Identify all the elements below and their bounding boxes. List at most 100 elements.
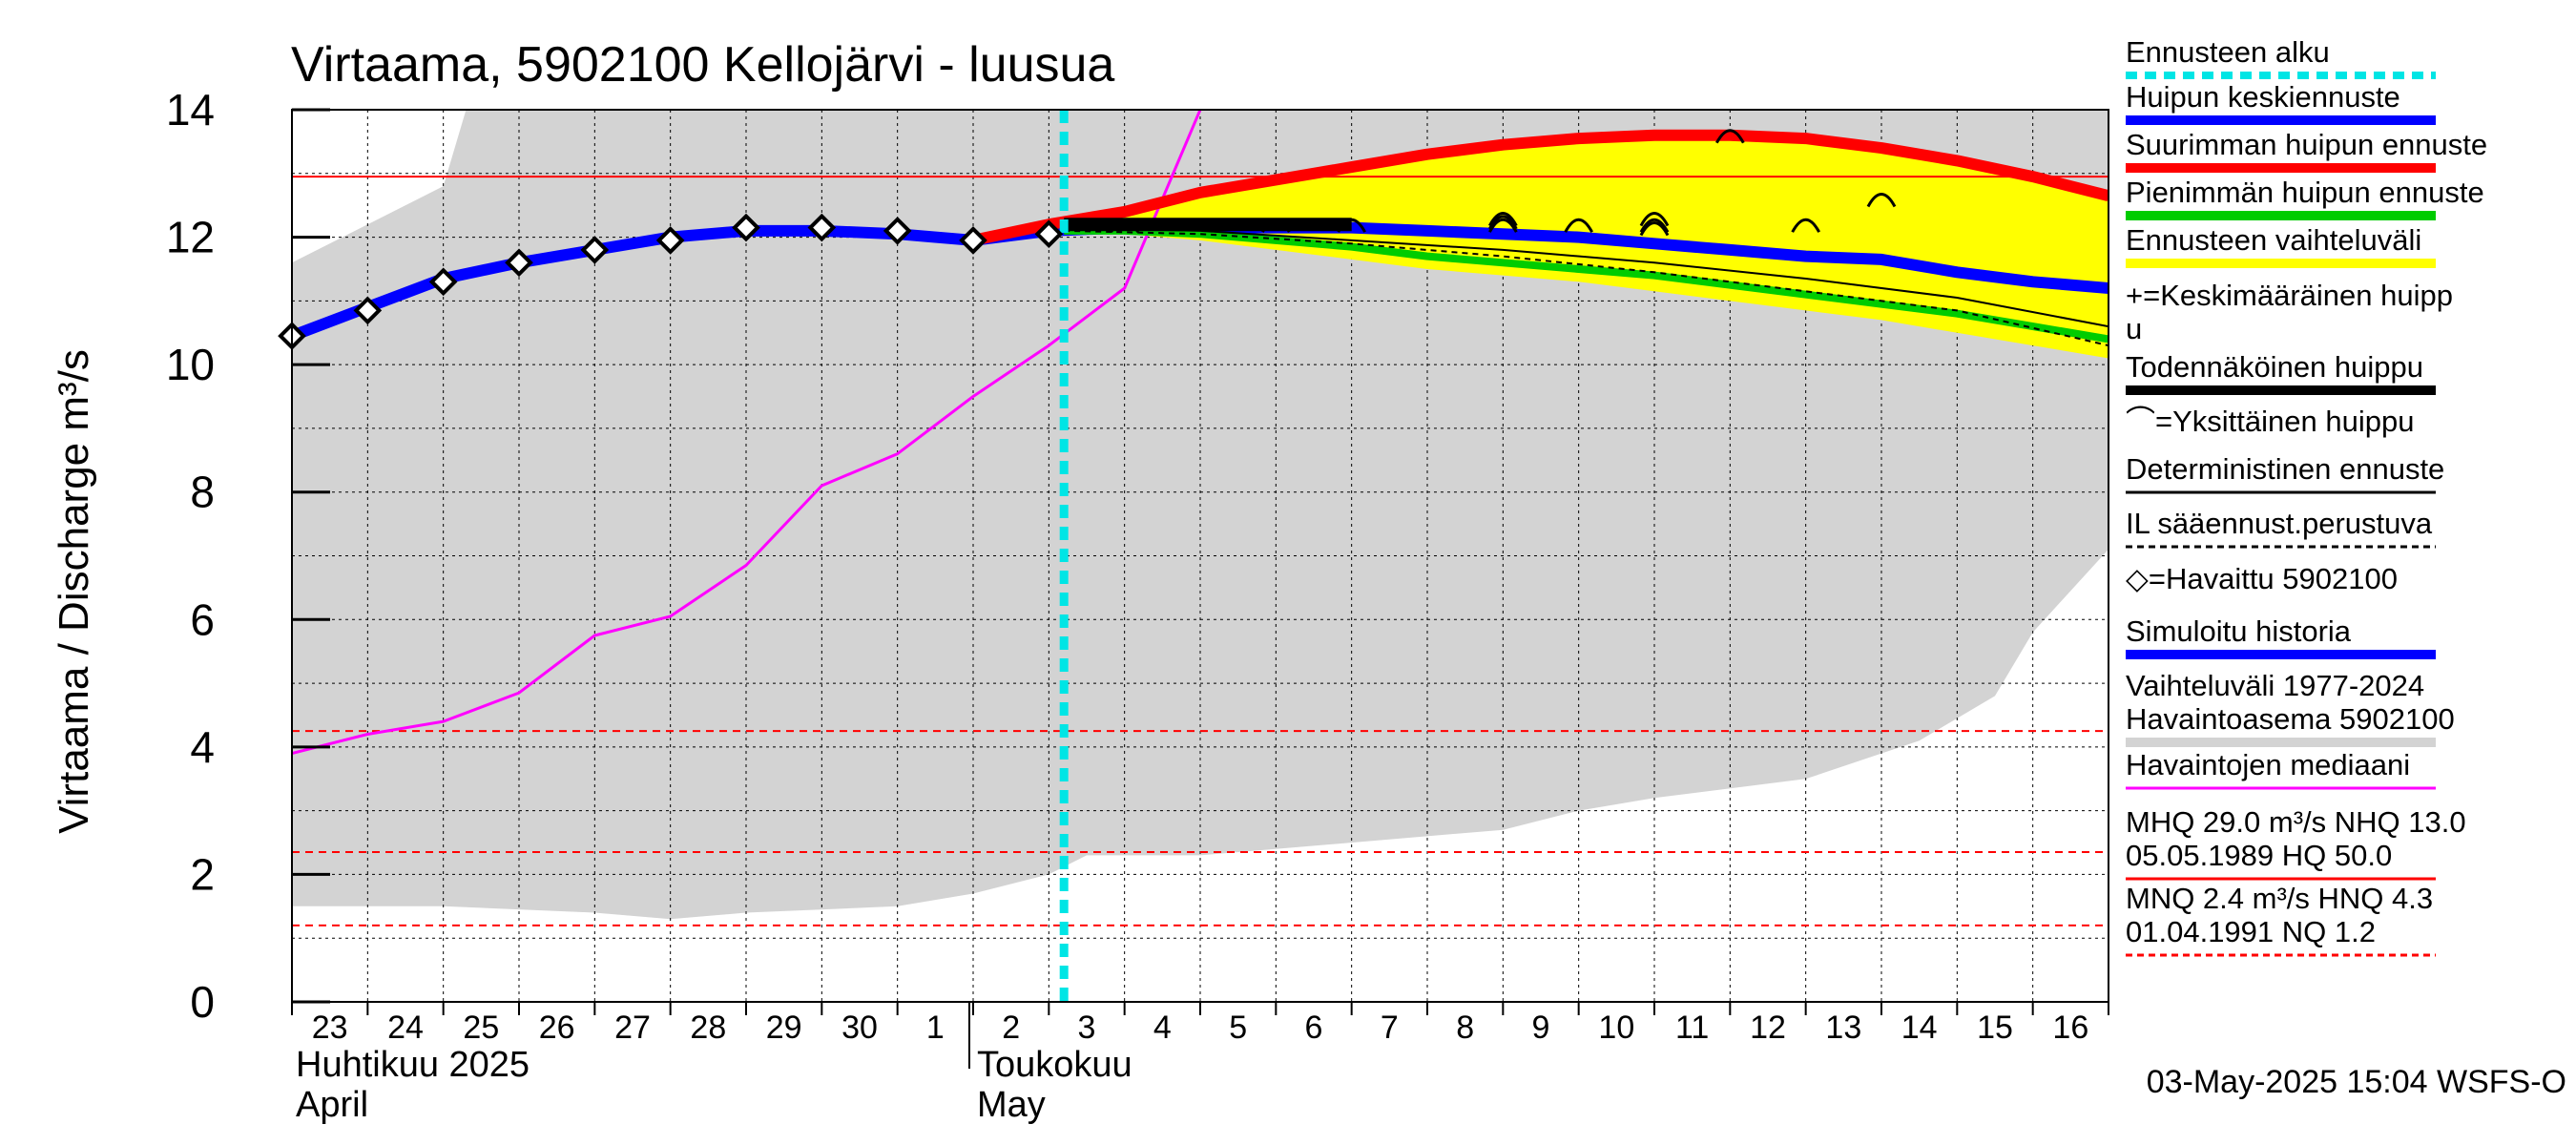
observed-point [732,213,760,242]
legend-label-line2: 01.04.1991 NQ 1.2 [2126,915,2376,948]
peak-marker [1639,218,1670,233]
plot-area [278,110,2109,1002]
y-tick-label: 14 [166,85,215,135]
legend-label: ◇=Havaittu 5902100 [2126,562,2398,595]
legend-item: Todennäköinen huippu [2126,350,2436,395]
x-tick-label: 14 [1901,1010,1938,1046]
observed-point [959,226,987,255]
peak-marker [1564,218,1593,233]
legend-item: Vaihteluväli 1977-2024 Havaintoasema 590… [2126,669,2455,747]
legend-item: +=Keskimääräinen huippu [2126,279,2453,345]
legend-item: ⌒=Yksittäinen huippu [2126,405,2414,438]
legend-label: IL sääennust.perustuva [2126,507,2433,540]
legend-item: MHQ 29.0 m³/s NHQ 13.005.05.1989 HQ 50.0 [2126,805,2466,881]
peak-marker [1791,218,1820,233]
legend-item: Ennusteen alku [2126,35,2436,79]
observed-point [883,217,912,245]
x-tick-label: 2 [1002,1010,1020,1046]
legend-item: IL sääennust.perustuva [2126,507,2436,549]
peak-marker [1639,212,1670,227]
legend-label-line2: u [2126,312,2142,345]
y-axis-label: Virtaama / Discharge m³/s [51,349,97,834]
x-tick-label: 30 [841,1010,878,1046]
peak-marker [1261,218,1291,233]
legend-label: +=Keskimääräinen huipp [2126,279,2453,312]
y-tick-label: 4 [190,722,215,772]
x-tick-label: 9 [1532,1010,1550,1046]
legend-label: Vaihteluväli 1977-2024 [2126,669,2424,702]
x-tick-label: 8 [1456,1010,1474,1046]
observed-point [807,213,837,242]
series-line [1064,229,2109,347]
x-tick-label: 1 [926,1010,945,1046]
series-line [292,110,1202,755]
y-tick-label: 0 [190,977,215,1027]
legend-label: Pienimmän huipun ennuste [2126,176,2484,209]
x-tick-label: 13 [1825,1010,1861,1046]
observed-point [580,236,610,264]
x-tick-label: 7 [1381,1010,1399,1046]
legend-label-line2: 05.05.1989 HQ 50.0 [2126,839,2392,872]
x-tick-label: 28 [690,1010,726,1046]
x-tick-label: 4 [1153,1010,1172,1046]
month-label: Toukokuu [977,1045,1132,1085]
peak-marker [1337,218,1366,233]
month-label-en: April [296,1085,368,1125]
x-tick-label: 15 [1977,1010,2013,1046]
observed-point [1034,219,1064,249]
month-label: Huhtikuu 2025 [296,1045,530,1085]
peak-marker [1866,193,1897,208]
legend-label: Huipun keskiennuste [2126,80,2400,114]
legend-item: Deterministinen ennuste [2126,452,2444,494]
legend-label: ⌒=Yksittäinen huippu [2126,405,2414,438]
legend-item: Huipun keskiennuste [2126,80,2436,125]
observed-point [428,267,458,297]
x-tick-label: 23 [312,1010,348,1046]
series-line [971,129,2109,246]
legend-item: Suurimman huipun ennuste [2126,128,2487,173]
x-tick-label: 11 [1675,1010,1709,1046]
legend-label: Deterministinen ennuste [2126,452,2444,486]
y-tick-label: 12 [166,213,215,262]
legend-item: MNQ 2.4 m³/s HNQ 4.301.04.1991 NQ 1.2 [2126,882,2436,957]
x-tick-label: 3 [1078,1010,1096,1046]
x-tick-label: 6 [1305,1010,1323,1046]
legend: Ennusteen alku Huipun keskiennuste Suurimm… [2126,35,2487,957]
legend-label: Suurimman huipun ennuste [2126,128,2487,161]
x-tick-label: 24 [387,1010,424,1046]
peak-marker [1488,215,1518,230]
month-label-en: May [977,1085,1046,1125]
legend-label: Simuloitu historia [2126,614,2352,648]
legend-item: Pienimmän huipun ennuste [2126,176,2484,220]
chart-title: Virtaama, 5902100 Kellojärvi - luusua [291,37,1114,93]
legend-label: Ennusteen vaihteluväli [2126,223,2421,257]
legend-item: Simuloitu historia [2126,614,2436,659]
x-tick-label: 10 [1598,1010,1634,1046]
x-tick-label: 5 [1229,1010,1247,1046]
y-tick-label: 8 [190,468,215,517]
legend-label: MHQ 29.0 m³/s NHQ 13.0 [2126,805,2466,839]
y-tick-label: 2 [190,849,215,899]
observed-point [505,248,533,278]
x-tick-label: 26 [539,1010,575,1046]
observed-point [353,296,383,325]
plot-clip-group [292,110,2109,1002]
x-tick-label: 16 [2052,1010,2088,1046]
observed-point [655,226,685,255]
peak-marker [1715,129,1745,144]
y-tick-label: 10 [166,340,215,389]
x-tick-label: 25 [463,1010,499,1046]
legend-label-line2: Havaintoasema 5902100 [2126,702,2455,736]
peak-marker [1639,221,1670,237]
legend-label: Ennusteen alku [2126,35,2330,69]
y-tick-label: 6 [190,594,215,644]
peak-marker [1488,212,1518,227]
peak-marker [1488,218,1518,233]
legend-item: ◇=Havaittu 5902100 [2126,562,2398,595]
legend-label: Havaintojen mediaani [2126,748,2410,781]
legend-item: Havaintojen mediaani [2126,748,2436,790]
legend-item: Ennusteen vaihteluväli [2126,223,2436,268]
x-tick-label: 27 [614,1010,651,1046]
